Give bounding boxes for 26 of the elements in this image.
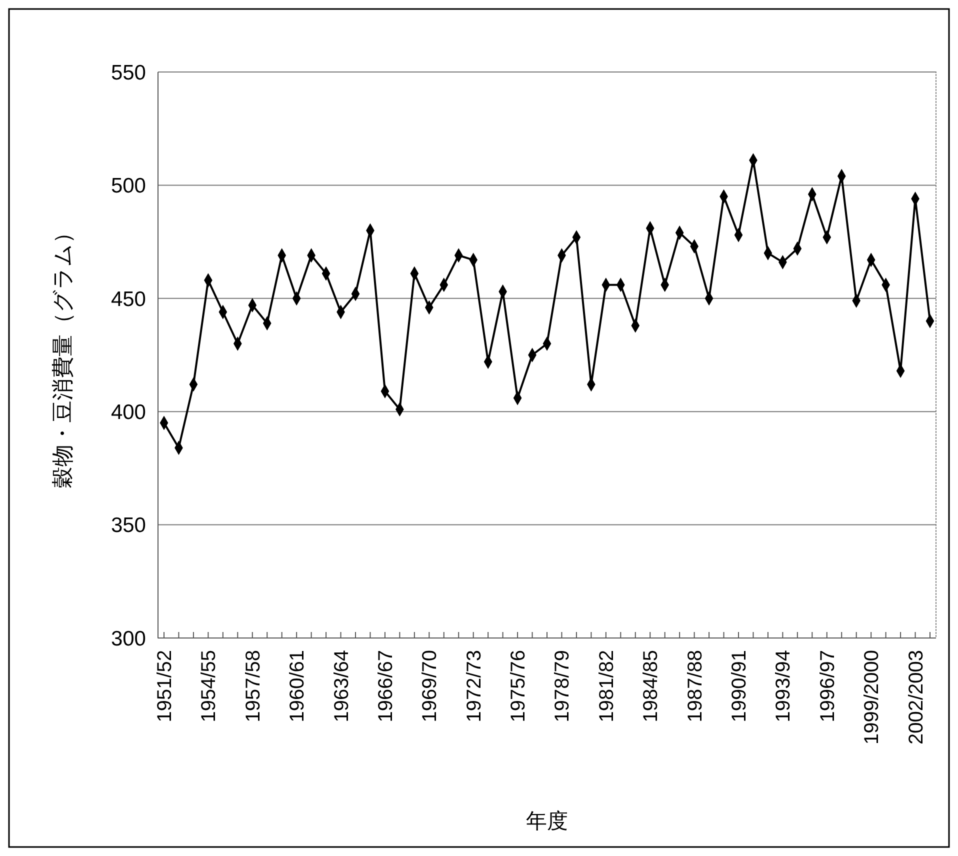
x-tick-label: 1993/94 bbox=[772, 650, 795, 722]
x-tick-label: 1957/58 bbox=[242, 650, 264, 722]
x-tick-label: 1987/88 bbox=[684, 650, 706, 722]
x-tick-label: 1972/73 bbox=[463, 650, 486, 722]
y-tick-label: 550 bbox=[110, 61, 146, 84]
x-tick-label: 1960/61 bbox=[286, 650, 309, 722]
x-tick-label: 1990/91 bbox=[728, 650, 750, 722]
x-tick-label: 1978/79 bbox=[552, 650, 574, 722]
y-tick-label: 450 bbox=[110, 288, 146, 311]
y-axis-title: 穀物・豆消費量（グラム） bbox=[50, 222, 75, 488]
x-tick-label: 1963/64 bbox=[330, 650, 353, 722]
x-tick-label: 1996/97 bbox=[816, 650, 839, 722]
y-tick-label: 350 bbox=[110, 514, 146, 538]
y-tick-label: 500 bbox=[110, 174, 146, 198]
x-tick-label: 1975/76 bbox=[508, 650, 530, 722]
x-tick-label: 1951/52 bbox=[154, 650, 176, 722]
x-tick-label: 2002/2003 bbox=[905, 650, 928, 745]
y-tick-label: 300 bbox=[110, 627, 146, 650]
x-tick-label: 1984/85 bbox=[640, 650, 662, 722]
x-tick-label: 1999/2000 bbox=[861, 650, 884, 745]
x-tick-label: 1969/70 bbox=[419, 650, 442, 722]
y-tick-label: 400 bbox=[110, 400, 146, 424]
x-tick-label: 1966/67 bbox=[374, 650, 397, 722]
x-tick-label: 1954/55 bbox=[198, 650, 220, 722]
x-axis-title: 年度 bbox=[526, 810, 568, 833]
x-tick-label: 1981/82 bbox=[596, 650, 618, 722]
